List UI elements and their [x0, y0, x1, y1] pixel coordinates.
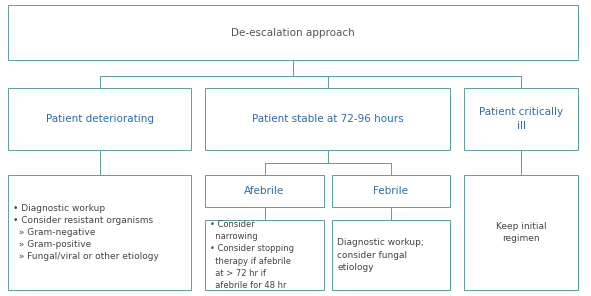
FancyBboxPatch shape — [332, 175, 450, 207]
FancyBboxPatch shape — [8, 88, 191, 150]
Text: Keep initial
regimen: Keep initial regimen — [496, 222, 546, 243]
FancyBboxPatch shape — [332, 220, 450, 290]
Text: Patient deteriorating: Patient deteriorating — [46, 114, 154, 124]
Text: De-escalation approach: De-escalation approach — [231, 28, 355, 38]
Text: Patient critically
ill: Patient critically ill — [479, 107, 563, 131]
FancyBboxPatch shape — [464, 88, 578, 150]
FancyBboxPatch shape — [205, 175, 324, 207]
FancyBboxPatch shape — [8, 5, 578, 60]
Text: • Consider
  narrowing
• Consider stopping
  therapy if afebrile
  at > 72 hr if: • Consider narrowing • Consider stopping… — [210, 220, 294, 290]
FancyBboxPatch shape — [205, 88, 450, 150]
FancyBboxPatch shape — [205, 220, 324, 290]
Text: Afebrile: Afebrile — [244, 186, 285, 196]
Text: • Diagnostic workup
• Consider resistant organisms
  » Gram-negative
  » Gram-po: • Diagnostic workup • Consider resistant… — [13, 204, 159, 261]
Text: Patient stable at 72-96 hours: Patient stable at 72-96 hours — [252, 114, 403, 124]
Text: Diagnostic workup;
consider fungal
etiology: Diagnostic workup; consider fungal etiol… — [337, 238, 424, 272]
FancyBboxPatch shape — [8, 175, 191, 290]
Text: Febrile: Febrile — [374, 186, 408, 196]
FancyBboxPatch shape — [464, 175, 578, 290]
